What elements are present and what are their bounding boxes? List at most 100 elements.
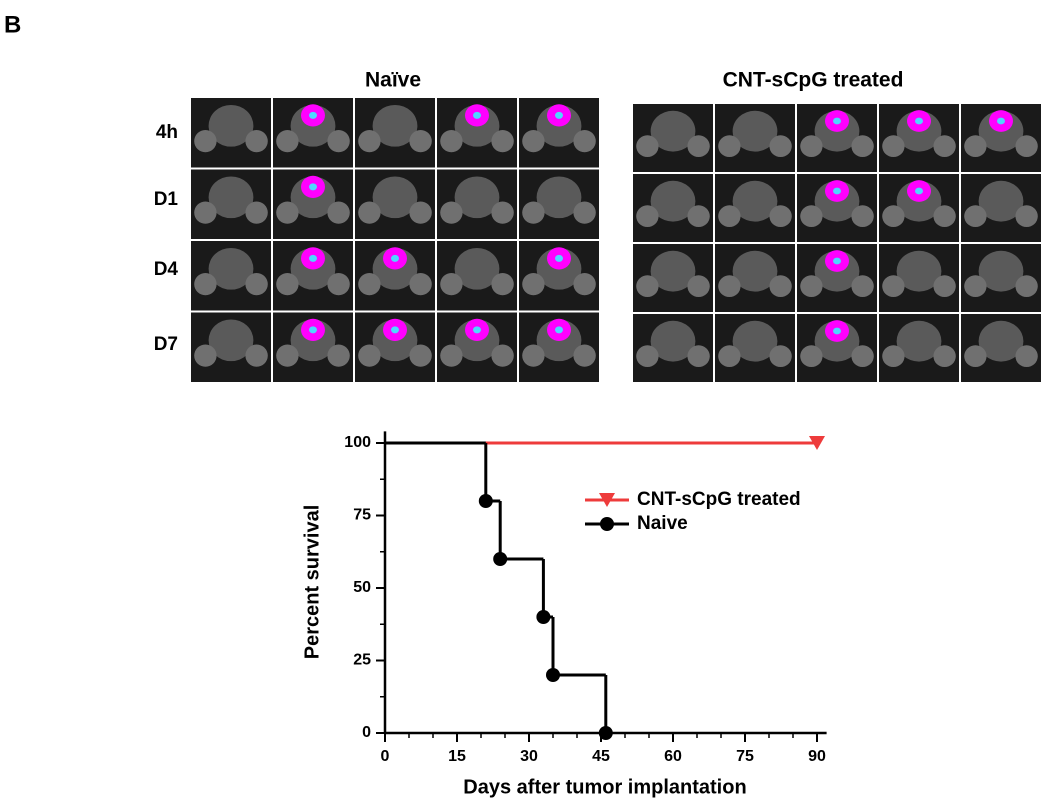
mouse-ear bbox=[1015, 275, 1038, 298]
mouse-ear bbox=[769, 135, 792, 158]
mouse-ear bbox=[800, 135, 823, 158]
mouse-ear bbox=[409, 201, 432, 224]
y-tick-label: 100 bbox=[344, 434, 371, 451]
mouse-ear bbox=[276, 129, 299, 153]
mouse-ear bbox=[800, 345, 823, 368]
y-tick-label: 75 bbox=[353, 507, 371, 524]
mouse-ear bbox=[573, 129, 596, 153]
signal-core bbox=[915, 187, 923, 195]
mouse-ear bbox=[491, 272, 514, 296]
mouse-ear bbox=[964, 205, 987, 228]
mouse-head bbox=[732, 180, 778, 222]
mouse-head bbox=[732, 110, 778, 152]
x-tick-label: 90 bbox=[808, 748, 826, 765]
mouse-head bbox=[208, 104, 254, 147]
mouse-ear bbox=[440, 201, 463, 224]
grid-title: CNT-sCpG treated bbox=[723, 69, 904, 92]
mouse-head bbox=[536, 176, 582, 219]
mouse-ear bbox=[327, 344, 350, 367]
mouse-head bbox=[896, 250, 942, 292]
signal-core bbox=[555, 326, 563, 334]
data-point bbox=[809, 436, 825, 450]
mouse-ear bbox=[718, 135, 741, 158]
signal-core bbox=[473, 326, 481, 334]
row-label: D4 bbox=[154, 259, 179, 280]
mouse-ear bbox=[636, 345, 659, 368]
mouse-ear bbox=[636, 275, 659, 298]
mouse-ear bbox=[851, 135, 874, 158]
mouse-ear bbox=[933, 345, 956, 368]
mouse-head bbox=[650, 110, 696, 152]
mouse-ear bbox=[327, 129, 350, 153]
mouse-ear bbox=[491, 129, 514, 153]
mouse-head bbox=[978, 180, 1024, 222]
mouse-ear bbox=[522, 272, 545, 296]
mouse-ear bbox=[718, 275, 741, 298]
mouse-ear bbox=[718, 345, 741, 368]
mouse-ear bbox=[358, 201, 381, 224]
mouse-ear bbox=[409, 272, 432, 296]
mouse-ear bbox=[933, 135, 956, 158]
legend-marker bbox=[600, 517, 614, 531]
mouse-ear bbox=[194, 344, 217, 367]
mouse-ear bbox=[851, 275, 874, 298]
mouse-head bbox=[732, 320, 778, 362]
mouse-ear bbox=[245, 129, 268, 153]
mouse-ear bbox=[522, 201, 545, 224]
y-tick-label: 50 bbox=[353, 579, 371, 596]
mouse-ear bbox=[276, 272, 299, 296]
mouse-ear bbox=[194, 272, 217, 296]
mouse-head bbox=[208, 319, 254, 362]
mouse-head bbox=[372, 176, 418, 219]
mouse-ear bbox=[636, 205, 659, 228]
x-tick-label: 15 bbox=[448, 748, 466, 765]
mouse-ear bbox=[964, 275, 987, 298]
mouse-ear bbox=[358, 272, 381, 296]
signal-core bbox=[391, 326, 399, 334]
mouse-ear bbox=[933, 275, 956, 298]
signal-core bbox=[997, 117, 1005, 125]
mouse-ear bbox=[933, 205, 956, 228]
mouse-ear bbox=[636, 135, 659, 158]
signal-core bbox=[833, 327, 841, 335]
mouse-ear bbox=[522, 344, 545, 367]
signal-core bbox=[833, 187, 841, 195]
x-tick-label: 0 bbox=[381, 748, 390, 765]
mouse-ear bbox=[851, 345, 874, 368]
grid-title: Naïve bbox=[365, 69, 421, 92]
mouse-ear bbox=[573, 344, 596, 367]
mouse-ear bbox=[687, 205, 710, 228]
mouse-head bbox=[978, 320, 1024, 362]
mouse-ear bbox=[358, 344, 381, 367]
x-tick-label: 75 bbox=[736, 748, 754, 765]
x-tick-label: 45 bbox=[592, 748, 610, 765]
y-tick-label: 0 bbox=[362, 724, 371, 741]
mouse-ear bbox=[769, 345, 792, 368]
x-tick-label: 30 bbox=[520, 748, 538, 765]
mouse-ear bbox=[276, 201, 299, 224]
mouse-head bbox=[208, 247, 254, 290]
signal-core bbox=[833, 257, 841, 265]
mouse-ear bbox=[851, 205, 874, 228]
legend-marker bbox=[599, 493, 615, 507]
signal-core bbox=[473, 111, 481, 119]
mouse-head bbox=[896, 320, 942, 362]
image-grids bbox=[190, 97, 1042, 383]
mouse-ear bbox=[245, 201, 268, 224]
signal-core bbox=[309, 183, 317, 191]
mouse-head bbox=[454, 176, 500, 219]
data-point bbox=[478, 494, 493, 508]
mouse-head bbox=[732, 250, 778, 292]
mouse-ear bbox=[882, 135, 905, 158]
mouse-ear bbox=[687, 345, 710, 368]
mouse-ear bbox=[327, 272, 350, 296]
row-label: D7 bbox=[154, 334, 178, 355]
mouse-ear bbox=[358, 129, 381, 153]
data-point bbox=[493, 552, 508, 566]
mouse-ear bbox=[194, 201, 217, 224]
x-tick-label: 60 bbox=[664, 748, 682, 765]
mouse-ear bbox=[882, 205, 905, 228]
mouse-ear bbox=[409, 344, 432, 367]
legend-label: Naive bbox=[637, 513, 688, 534]
